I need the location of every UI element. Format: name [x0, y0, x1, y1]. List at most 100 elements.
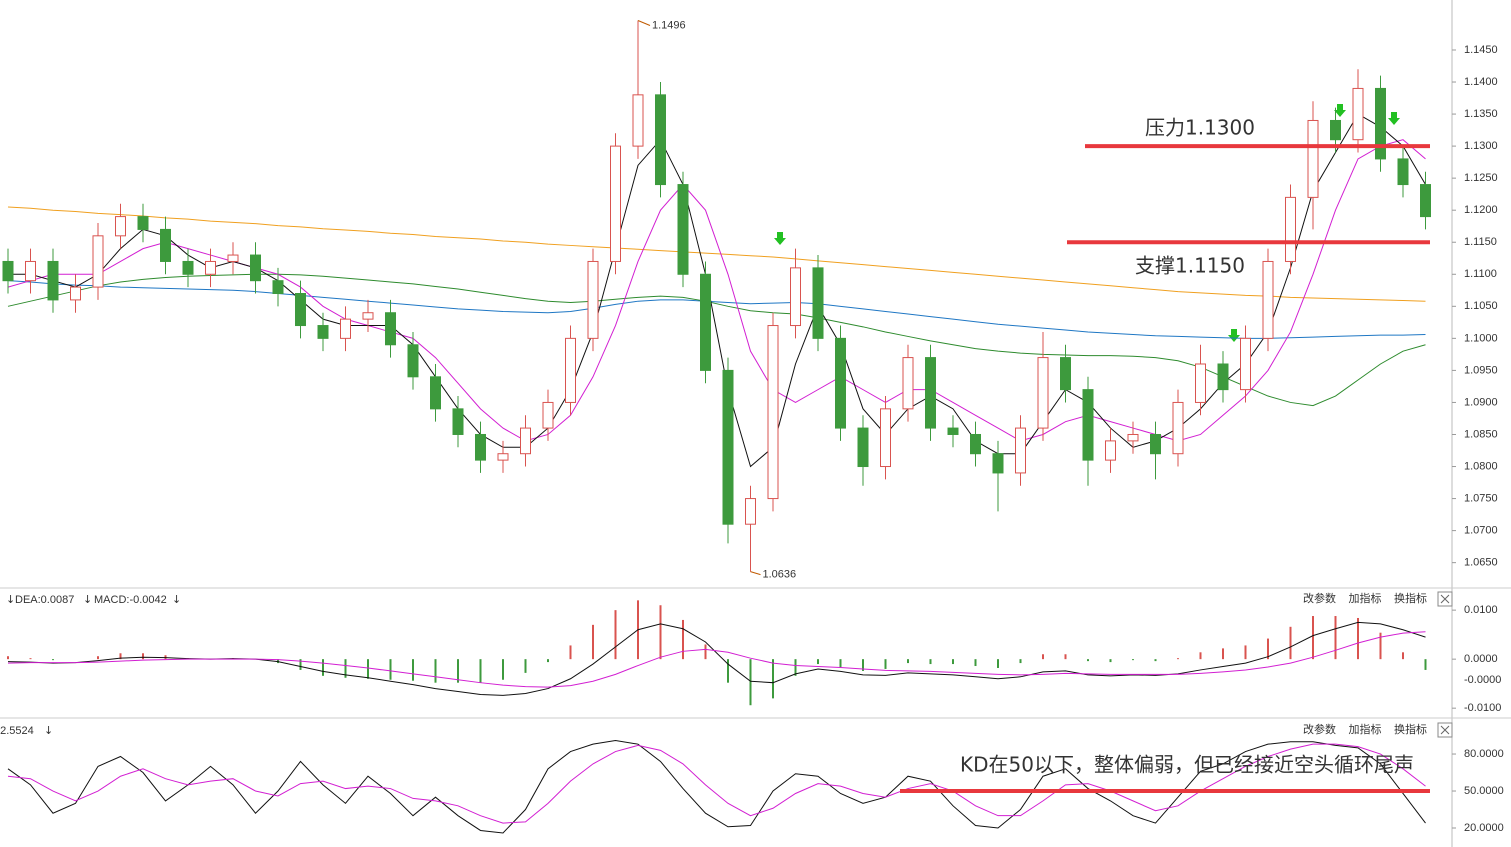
candle-body	[655, 94, 666, 186]
candle-body	[677, 184, 689, 275]
candle-body	[1240, 337, 1251, 391]
y-tick-label: 0.0000	[1464, 653, 1498, 665]
pointer	[637, 20, 651, 26]
candle-body	[1127, 433, 1139, 442]
signal-arrows	[774, 104, 1400, 342]
candle-body	[47, 260, 59, 301]
candle-body	[1330, 119, 1341, 141]
y-tick-label: 1.1200	[1464, 204, 1498, 216]
y-tick-label: 1.0750	[1464, 492, 1498, 504]
candle-body	[520, 427, 531, 455]
y-tick-label: 1.0650	[1464, 557, 1498, 569]
candle-body	[452, 408, 464, 435]
candle-body	[1037, 357, 1049, 429]
candle-body	[610, 145, 621, 262]
candle-body	[362, 312, 374, 320]
candle-body	[497, 453, 509, 461]
candle-body	[160, 228, 171, 262]
indicator-line	[7, 631, 1426, 688]
toolbar-button: 加指标	[1349, 591, 1382, 605]
y-tick-label: 1.0950	[1464, 364, 1498, 376]
candle-body	[182, 260, 194, 275]
candle-body	[407, 344, 419, 378]
toolbar-button: 换指标	[1394, 722, 1427, 736]
candle-body	[1195, 363, 1206, 403]
candle-body	[745, 498, 756, 525]
candle-body	[205, 260, 216, 275]
arrow-icon: ↓	[44, 724, 53, 737]
y-tick-label: 20.0000	[1464, 822, 1504, 834]
y-tick-label: 1.1250	[1464, 172, 1498, 184]
toolbar-button: 改参数	[1303, 722, 1336, 736]
candle-body	[565, 337, 576, 403]
candle-body	[295, 293, 306, 327]
candle-body	[992, 453, 1004, 474]
indicator-header: DEA:0.0087	[15, 594, 74, 606]
candle-body	[1352, 87, 1364, 141]
y-tick-label: 1.1350	[1464, 108, 1498, 120]
candle-body	[115, 216, 126, 237]
candle-body	[1060, 357, 1071, 391]
candle-body	[790, 267, 801, 327]
pointer	[750, 571, 761, 576]
reference-label: 压力1.1300	[1145, 116, 1255, 140]
candle-body	[902, 357, 914, 410]
candle-body	[1375, 87, 1386, 160]
toolbar-button: 换指标	[1394, 591, 1427, 605]
candle-body	[812, 267, 824, 339]
y-tick-label: 1.0850	[1464, 428, 1498, 440]
candle-body	[1150, 433, 1161, 455]
candle-body	[250, 254, 261, 282]
candle-body	[1217, 363, 1229, 391]
candle-body	[272, 280, 284, 295]
y-tick-label: -0.0000	[1464, 674, 1501, 686]
y-tick-label: 1.0900	[1464, 396, 1498, 408]
y-tick-label: 1.1000	[1464, 332, 1498, 344]
candle-body	[385, 312, 396, 346]
close-icon	[1440, 725, 1450, 735]
indicator-line	[7, 743, 1426, 824]
candle-body	[1172, 401, 1184, 455]
candle-body	[947, 427, 959, 435]
candle-body	[1285, 196, 1296, 262]
arrow-icon: ↓	[6, 593, 15, 606]
candle-body	[542, 401, 554, 429]
toolbar-button: 改参数	[1303, 591, 1336, 605]
candle-body	[970, 433, 981, 455]
indicator-header: 32.5524	[0, 725, 34, 737]
candle-body	[70, 286, 81, 301]
close-icon	[1440, 594, 1450, 604]
candle-body	[722, 369, 734, 525]
y-tick-label: 1.1400	[1464, 76, 1498, 88]
candle-body	[1307, 119, 1319, 198]
toolbar-button: 加指标	[1349, 722, 1382, 736]
candle-body	[835, 337, 846, 429]
candle-body	[137, 216, 149, 230]
candle-body	[1082, 389, 1094, 461]
arrow-icon: ↓	[83, 593, 92, 606]
candle-body	[632, 94, 644, 147]
indicator-line	[7, 739, 1426, 834]
candle-body	[25, 260, 36, 282]
candle-body	[475, 433, 486, 461]
candle-body	[2, 260, 14, 282]
candle-body	[227, 254, 239, 262]
reference-label: 支撑1.1150	[1135, 254, 1245, 278]
y-tick-label: -0.0100	[1464, 702, 1501, 714]
candle-body	[925, 357, 936, 429]
candle-body	[92, 235, 104, 288]
y-tick-label: 0.0100	[1464, 604, 1498, 616]
arrow-icon: ↓	[172, 593, 181, 606]
y-tick-label: 1.1450	[1464, 44, 1498, 56]
candle-body	[317, 325, 329, 339]
y-tick-label: 1.0700	[1464, 525, 1498, 537]
candle-body	[700, 273, 711, 371]
candle-body	[1262, 260, 1274, 339]
y-tick-label: 1.0800	[1464, 460, 1498, 472]
candle-body	[880, 408, 891, 468]
candle-body	[340, 318, 351, 339]
indicator-header: MACD:-0.0042	[94, 594, 167, 606]
candle-body	[1397, 158, 1409, 186]
